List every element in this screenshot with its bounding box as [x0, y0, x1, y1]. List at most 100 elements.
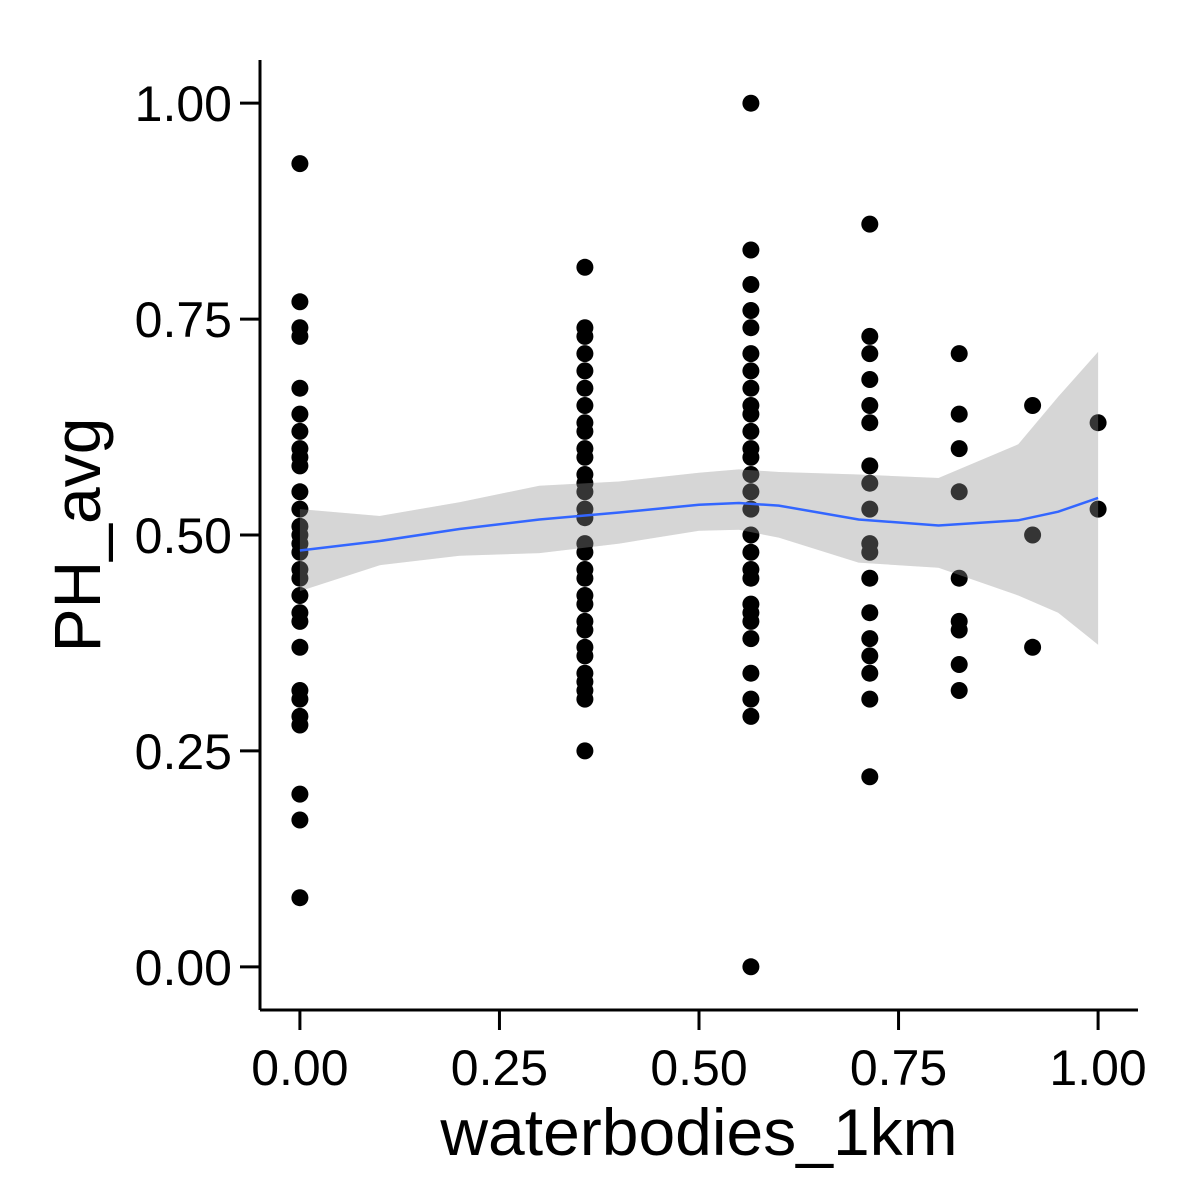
data-point — [742, 379, 760, 397]
data-point — [861, 768, 879, 786]
data-point — [576, 379, 594, 397]
data-point — [950, 440, 968, 458]
data-point — [861, 457, 879, 475]
data-point — [576, 621, 594, 639]
data-point — [1024, 526, 1042, 544]
data-point — [291, 379, 309, 397]
data-point — [742, 612, 760, 630]
y-tick-label: 0.75 — [135, 292, 232, 348]
data-point — [576, 345, 594, 363]
smooth-line — [299, 496, 1099, 552]
data-point — [291, 405, 309, 423]
data-point — [861, 397, 879, 414]
x-axis-ticks: 0.00 0.25 0.50 0.75 1.00 — [251, 1010, 1147, 1096]
data-point — [950, 345, 968, 363]
data-point — [576, 742, 594, 760]
data-point — [576, 483, 594, 501]
data-point — [742, 241, 760, 259]
data-points — [291, 94, 1107, 976]
data-point — [291, 569, 309, 587]
y-axis-title: PH_avg — [40, 418, 114, 653]
data-point — [576, 595, 594, 613]
data-point — [950, 621, 968, 639]
data-point — [291, 716, 309, 734]
data-point — [291, 889, 309, 907]
data-point — [950, 656, 968, 673]
data-point — [861, 414, 879, 432]
data-point — [950, 569, 968, 587]
data-point — [576, 362, 594, 380]
data-point — [742, 707, 760, 725]
data-point — [1089, 414, 1107, 432]
data-point — [576, 258, 594, 276]
data-point — [950, 682, 968, 699]
y-axis-ticks: 0.00 0.25 0.50 0.75 1.00 — [135, 76, 260, 996]
x-axis-title: waterbodies_1km — [439, 1095, 957, 1169]
confidence-ribbon-overlay — [299, 351, 1099, 645]
data-point — [576, 448, 594, 466]
data-point — [291, 638, 309, 656]
data-point — [291, 587, 309, 604]
data-point — [950, 483, 968, 501]
data-point — [291, 327, 309, 345]
data-point — [291, 422, 309, 440]
data-point — [861, 215, 879, 233]
data-point — [1024, 397, 1042, 414]
y-tick-label: 0.25 — [135, 724, 232, 780]
data-point — [861, 500, 879, 518]
data-point — [742, 690, 760, 708]
data-point — [742, 664, 760, 682]
y-tick-label: 0.00 — [135, 940, 232, 996]
y-tick-label: 0.50 — [135, 508, 232, 564]
data-point — [742, 302, 760, 319]
x-tick-label: 0.75 — [850, 1040, 947, 1096]
data-point — [861, 371, 879, 388]
data-point — [576, 509, 594, 527]
data-point — [576, 397, 594, 414]
data-point — [950, 405, 968, 423]
data-point — [291, 293, 309, 311]
data-point — [576, 690, 594, 708]
data-point — [742, 543, 760, 561]
data-point — [742, 276, 760, 293]
data-point — [742, 422, 760, 440]
data-point — [861, 569, 879, 587]
data-point — [576, 569, 594, 587]
data-point — [861, 345, 879, 363]
data-point — [742, 362, 760, 380]
data-point — [861, 630, 879, 648]
data-point — [742, 345, 760, 363]
data-point — [861, 543, 879, 561]
data-point — [742, 405, 760, 423]
x-tick-label: 0.00 — [251, 1040, 348, 1096]
y-tick-label: 1.00 — [135, 76, 232, 132]
data-point — [291, 155, 309, 173]
data-point — [742, 319, 760, 337]
data-point — [291, 500, 309, 518]
plot-area — [291, 94, 1107, 976]
data-point — [576, 647, 594, 665]
data-point — [742, 466, 760, 483]
data-point — [742, 630, 760, 648]
data-point — [742, 958, 760, 976]
data-point — [861, 647, 879, 665]
data-point — [291, 785, 309, 803]
data-point — [291, 457, 309, 475]
confidence-ribbon — [299, 351, 1099, 645]
data-point — [291, 483, 309, 501]
data-point — [861, 474, 879, 492]
x-tick-label: 0.25 — [451, 1040, 548, 1096]
data-point — [1024, 638, 1042, 656]
data-point — [861, 604, 879, 622]
data-point — [291, 543, 309, 561]
data-point — [861, 664, 879, 682]
data-point — [742, 448, 760, 466]
data-point — [576, 422, 594, 440]
data-point — [291, 612, 309, 630]
data-point — [291, 690, 309, 708]
data-point — [576, 327, 594, 345]
data-point — [576, 543, 594, 561]
data-point — [861, 327, 879, 345]
data-point — [291, 811, 309, 829]
